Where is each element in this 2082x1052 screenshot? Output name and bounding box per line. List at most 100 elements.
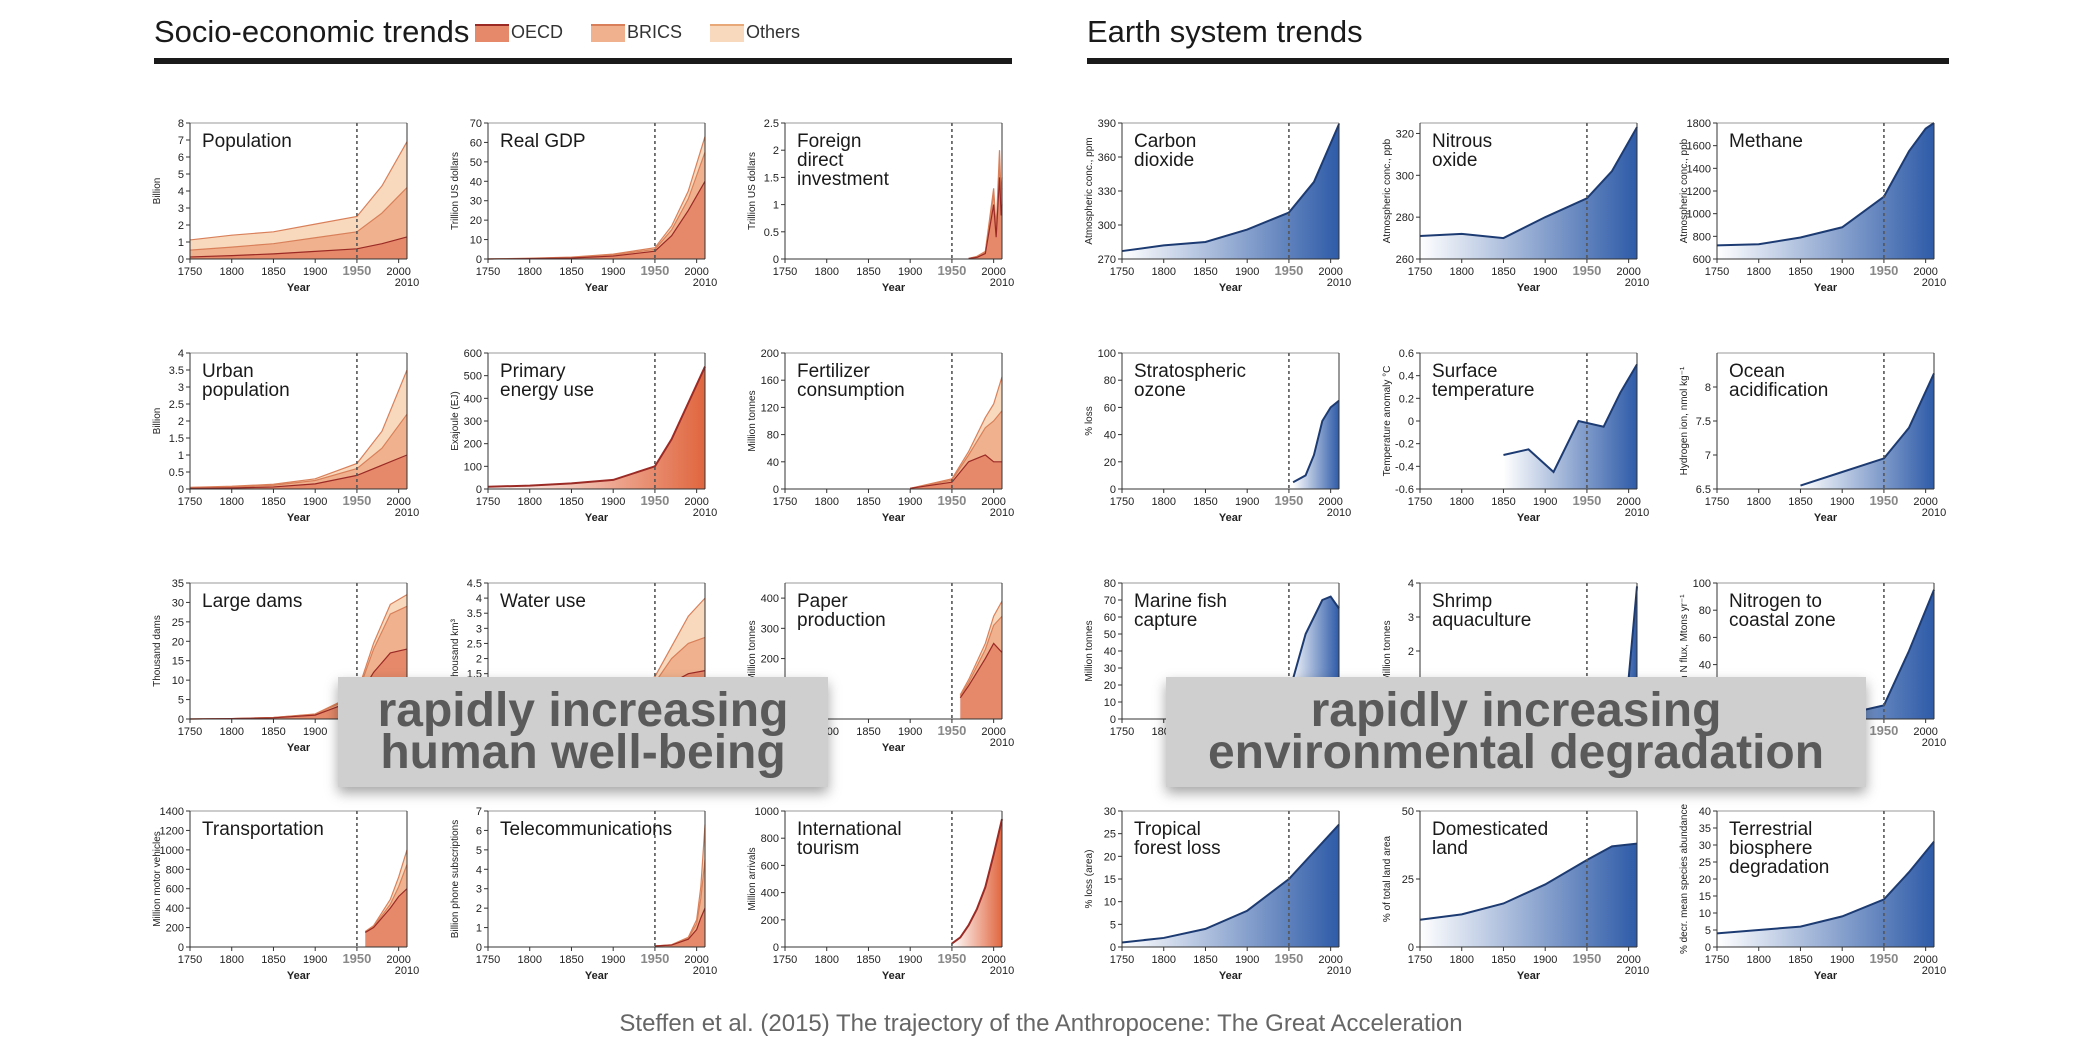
x-tick-label: 2000 [1318,266,1342,278]
x-axis-label: Year [287,282,311,294]
x-tick-label: 1850 [1193,496,1217,508]
y-tick-label: 390 [1098,118,1116,130]
x-tick-label: 1750 [1408,496,1432,508]
y-axis-label: Trillion US dollars [450,152,461,230]
chart-fertilizer-consumption: 0 40 80 120 160 200 1750 1800 1850 1900 1950 200020… [747,348,1014,524]
area-transportation-oecd [365,888,407,947]
banner-left: rapidly increasing human well-being [338,677,828,787]
y-tick-label: 800 [166,864,184,876]
y-tick-label: 100 [1693,578,1711,590]
y-tick-label: 200 [166,923,184,935]
y-tick-label: 0 [1110,942,1116,954]
area-population-others [190,141,407,251]
y-tick-label: 4 [476,593,482,605]
y-tick-label: 2 [1408,646,1414,658]
line-population-others [189,141,408,241]
y-tick-label: 3 [178,203,184,215]
x-tick-label: 1950 [1274,263,1303,278]
y-tick-label: 20 [1104,851,1116,863]
chart-terrestrial-biosphere-degradation: 0 5 10 15 20 25 30 35 40 1750 1800 1850 1900 1950 2000… [1679,804,1946,982]
x-tick-label: 1800 [219,496,243,508]
x-tick-label: 1950 [1572,951,1601,966]
y-tick-label: 100 [464,461,482,473]
y-tick-label: 1.5 [169,433,184,445]
area-population-oecd [190,236,407,259]
x-tick-label: 1900 [1533,266,1557,278]
y-tick-label: 0 [1705,942,1711,954]
chart-title: Population [202,131,292,152]
y-tick-label: 1000 [1687,209,1711,221]
line-transportation-oecd [364,888,408,933]
y-axis-label: Million arrivals [747,847,758,910]
x-tick-label: 1750 [476,266,500,278]
panel-foreign-direct-investment: 0 0.5 1 1.5 2 2.5 1750 1800 1850 1900 1950 2000 2010… [745,115,1014,315]
x-tick-label: 1750 [773,954,797,966]
chart-title: Domesticated land [1432,819,1548,859]
line-nitrous-oxide [1419,126,1638,240]
y-tick-label: 1200 [1687,186,1711,198]
x-tick-label: 1950 [342,493,371,508]
chart-tropical-forest-loss: 0 5 10 15 20 25 30 1750 1800 1850 1900 1950 20002010… [1084,806,1351,982]
x-end-label: 2010 [1922,507,1946,519]
y-tick-label: 2 [773,145,779,157]
x-tick-label: 1950 [1572,263,1601,278]
y-tick-label: 30 [470,196,482,208]
panel-international-tourism: 0 200 400 600 800 1000 1750 1800 1850 1900 1950 200… [745,803,1014,1003]
area-nitrous-oxide [1420,127,1637,259]
y-tick-label: 360 [1098,152,1116,164]
x-end-label: 2010 [693,507,717,519]
y-tick-label: 7.5 [1696,416,1711,428]
y-axis-label: Human N flux, Mtons yr⁻¹ [1679,594,1690,708]
x-tick-label: 2000 [386,496,410,508]
x-tick-label: 2000 [1318,496,1342,508]
y-tick-label: 4 [178,348,184,360]
x-tick-label: 2000 [1913,496,1937,508]
line-urban-population-others [189,369,408,488]
x-tick-label: 1950 [1869,951,1898,966]
y-tick-label: 0 [476,942,482,954]
x-end-label: 2010 [1327,277,1351,289]
panel-ocean-acidification: 6.5 7 7.5 8 1750 1800 1850 1900 1950 2000 2010 Year… [1677,345,1946,545]
y-tick-label: 20 [1104,680,1116,692]
y-axis-label: Exajoule (EJ) [450,391,461,450]
x-tick-label: 2000 [981,954,1005,966]
y-tick-label: 400 [464,393,482,405]
x-end-label: 2010 [395,965,419,977]
x-tick-label: 1800 [517,954,541,966]
banner-left-line-1: rapidly increasing [377,684,789,737]
panel-nitrous-oxide: 260 280 300 320 1750 1800 1850 1900 1950 2000 2010… [1380,115,1649,315]
y-axis-label: Billion [152,408,163,435]
y-tick-label: 2.5 [467,638,482,650]
chart-title: Primary energy use [500,361,594,401]
y-tick-label: 60 [1104,612,1116,624]
x-tick-label: 1800 [1151,496,1175,508]
x-tick-label: 1850 [261,726,285,738]
y-tick-label: 0 [476,254,482,266]
x-tick-label: 1900 [898,266,922,278]
x-tick-label: 2000 [1913,726,1937,738]
y-tick-label: 50 [1402,806,1414,818]
y-tick-label: 4 [1408,578,1414,590]
y-tick-label: 60 [470,137,482,149]
x-tick-label: 1900 [898,726,922,738]
x-tick-label: 1900 [601,496,625,508]
line-transportation-brics [364,864,408,933]
panel-urban-population: 0 0.5 1 1.5 2 2.5 3 3.5 4 1750 1800 1850 1900 1950 200… [150,345,419,545]
x-tick-label: 2000 [1616,496,1640,508]
y-tick-label: -0.2 [1395,439,1414,451]
y-tick-label: 2 [476,903,482,915]
x-tick-label: 1850 [559,496,583,508]
y-axis-label: Million tonnes [1382,620,1393,681]
line-ocean-acidification [1800,372,1935,487]
x-tick-label: 1950 [640,263,669,278]
y-tick-label: 70 [470,118,482,130]
y-tick-label: 800 [761,833,779,845]
x-tick-label: 1850 [1193,266,1217,278]
x-tick-label: 1900 [1830,954,1854,966]
area-urban-population-oecd [190,455,407,489]
y-tick-label: 600 [166,884,184,896]
y-tick-label: 280 [1396,212,1414,224]
y-tick-label: 160 [761,375,779,387]
x-tick-label: 2000 [684,954,708,966]
panel-tropical-forest-loss: 0 5 10 15 20 25 30 1750 1800 1850 1900 1950 2000 2010… [1082,803,1351,1003]
